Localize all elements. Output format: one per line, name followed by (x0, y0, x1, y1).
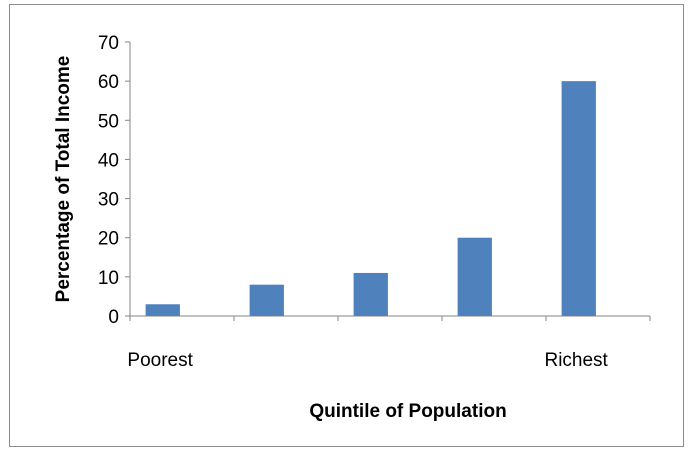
bar-5 (561, 81, 596, 317)
y-ticks: 0 10 20 30 40 50 60 70 (98, 33, 130, 328)
x-tick-label-richest: Richest (544, 350, 608, 371)
x-axis-title: Quintile of Population (309, 401, 506, 422)
bar-2 (249, 284, 284, 316)
bars (145, 81, 596, 317)
y-tick-label: 60 (98, 72, 119, 93)
bar-3 (353, 272, 388, 316)
y-tick-label: 30 (98, 190, 119, 211)
y-tick-label: 0 (108, 307, 119, 328)
y-tick-label: 50 (98, 111, 119, 132)
y-axis: 0 10 20 30 40 50 60 70 (98, 33, 131, 328)
y-tick-label: 40 (98, 150, 119, 171)
x-axis: Poorest Richest (127, 315, 651, 371)
y-tick-label: 20 (98, 229, 119, 250)
x-ticks: Poorest Richest (127, 316, 651, 371)
x-tick-label-poorest: Poorest (127, 350, 193, 371)
bar-4 (457, 237, 492, 316)
bar-1 (145, 304, 180, 316)
y-tick-label: 10 (98, 268, 119, 289)
y-tick-label: 70 (98, 33, 119, 54)
y-axis-title: Percentage of Total Income (53, 56, 74, 303)
